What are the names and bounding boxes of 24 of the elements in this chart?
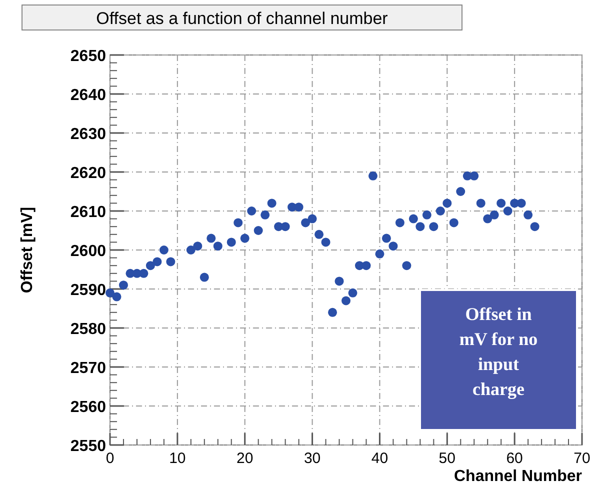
x-tick-label: 40 — [371, 450, 388, 467]
y-tick-label: 2570 — [70, 360, 106, 377]
x-axis-title: Channel Number — [454, 468, 582, 485]
note-box: Offset in mV for no input charge — [419, 289, 578, 431]
y-tick-label: 2650 — [70, 48, 106, 65]
y-tick-label: 2640 — [70, 87, 106, 104]
y-tick-label: 2580 — [70, 321, 106, 338]
y-tick-label: 2560 — [70, 399, 106, 416]
y-tick-label: 2610 — [70, 204, 106, 221]
y-axis-title: Offset [mV] — [19, 206, 36, 294]
x-tick-label: 50 — [438, 450, 456, 467]
y-tick-label: 2630 — [70, 126, 106, 143]
x-tick-label: 30 — [304, 450, 321, 467]
chart-title: Offset as a function of channel number — [96, 9, 388, 28]
y-tick-label: 2550 — [70, 438, 106, 455]
x-tick-label: 60 — [506, 450, 523, 467]
annotation: Offset in mV for no input charge — [459, 304, 538, 399]
y-tick-label: 2590 — [70, 282, 106, 299]
y-tick-label: 2620 — [70, 165, 106, 182]
x-tick-label: 20 — [236, 450, 254, 467]
x-tick-label: 70 — [574, 450, 590, 467]
x-tick-label: 10 — [169, 450, 186, 467]
x-tick-label: 0 — [106, 450, 114, 467]
y-tick-label: 2600 — [70, 243, 106, 260]
